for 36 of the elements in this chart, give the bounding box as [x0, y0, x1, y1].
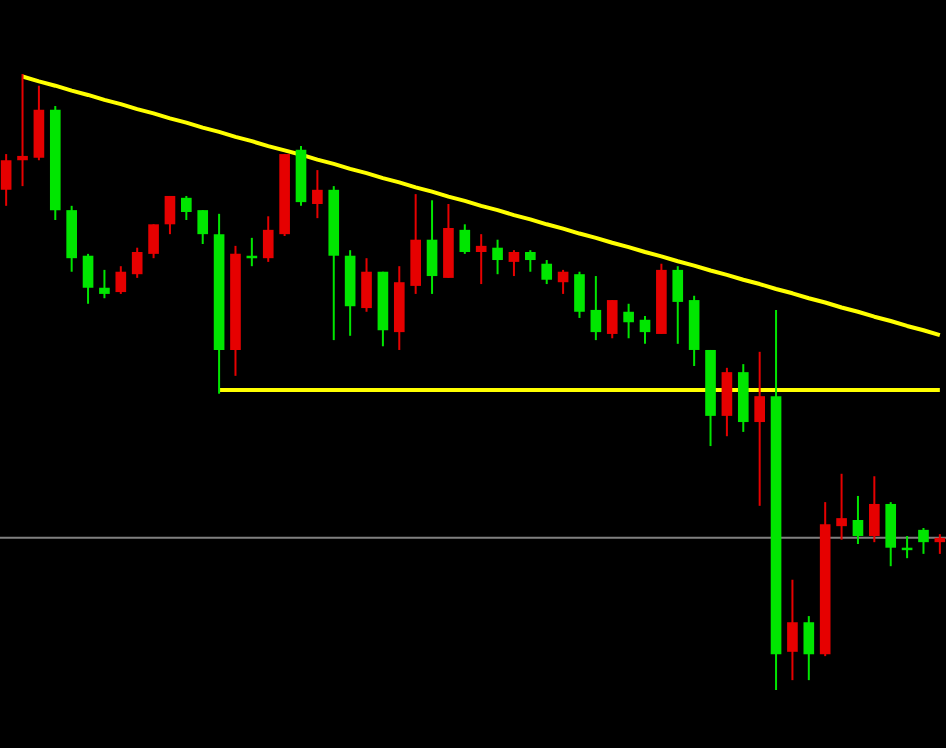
candlestick	[312, 169, 323, 220]
candlestick	[148, 223, 159, 260]
candlestick	[262, 215, 274, 263]
candlestick	[361, 257, 372, 313]
candlestick	[115, 265, 127, 295]
candlestick	[787, 578, 798, 682]
candlestick	[803, 615, 815, 682]
candlestick	[131, 246, 143, 279]
candlestick	[475, 233, 487, 286]
candlestick	[426, 199, 438, 295]
candlestick	[672, 265, 684, 345]
candlestick	[606, 299, 618, 340]
candlestick	[918, 526, 929, 555]
candlestick	[721, 366, 733, 438]
candlestick	[99, 268, 110, 300]
candlestick	[0, 153, 12, 207]
candlestick	[17, 73, 28, 188]
candlestick	[623, 302, 634, 340]
candlestick	[525, 249, 536, 273]
candlestick	[574, 270, 585, 319]
candlestick	[181, 194, 192, 221]
candlestick	[492, 238, 503, 276]
candlestick	[885, 501, 897, 568]
candlestick	[852, 494, 864, 546]
candlestick	[590, 275, 602, 342]
candlestick	[197, 209, 209, 246]
candlestick	[639, 315, 651, 345]
candlestick	[869, 475, 880, 544]
candlestick	[459, 223, 471, 255]
candlestick	[508, 249, 520, 278]
candlestick	[541, 259, 553, 286]
candlestick	[410, 193, 421, 295]
candlestick	[754, 350, 765, 507]
candlestick	[836, 472, 847, 541]
candlestick	[164, 194, 176, 236]
candlestick	[82, 252, 94, 305]
